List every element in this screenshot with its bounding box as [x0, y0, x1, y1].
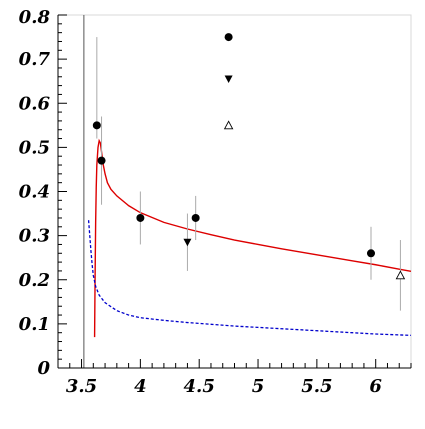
data-point-filled-circle-2	[136, 213, 145, 222]
error-bar-layer	[96, 37, 401, 311]
x-tick-label: 4	[134, 376, 147, 397]
legend-marker-filled-triangle-down	[224, 75, 233, 83]
x-tick-label: 6	[369, 376, 382, 397]
x-tick-label: 5	[252, 376, 265, 397]
x-tick-label: 4.5	[184, 376, 215, 397]
marker-layer	[92, 121, 406, 280]
data-point-filled-triangle-down-0	[183, 238, 192, 247]
y-tick-label: 0.5	[19, 137, 50, 158]
solid-curve-0	[93, 138, 412, 338]
data-point-filled-circle-4	[366, 249, 375, 258]
x-tick-label: 5.5	[301, 376, 332, 397]
y-tick-label: 0.3	[19, 226, 50, 247]
legend-layer	[223, 33, 234, 130]
tick-label-layer: 0 0.1 0.2 0.3 0.4 0.5 0.6 0.7 0.8 3.5 4 4.5 5 5.5 6	[19, 7, 383, 397]
y-tick-label: 0.2	[19, 270, 50, 291]
axis-layer	[57, 15, 411, 369]
curve-layer	[87, 138, 412, 338]
data-point-filled-circle-3	[191, 213, 200, 222]
x-tick-label: 3.5	[66, 376, 97, 397]
y-tick-label: 0.7	[19, 49, 51, 70]
y-tick-label: 0	[37, 358, 50, 379]
plot-frame	[57, 14, 412, 369]
y-tick-label: 0.1	[19, 314, 50, 335]
dashed-curve-1	[87, 220, 412, 336]
data-point-filled-circle-1	[97, 156, 106, 165]
data-point-open-triangle-up-0	[395, 270, 406, 280]
y-tick-label: 0.6	[19, 93, 51, 114]
y-tick-label: 0.8	[19, 7, 51, 28]
legend-marker-open-triangle-up	[223, 120, 234, 130]
data-point-filled-circle-0	[92, 121, 101, 130]
legend-marker-filled-circle	[224, 33, 233, 42]
y-tick-label: 0.4	[19, 182, 50, 203]
tick-layer	[57, 14, 412, 369]
